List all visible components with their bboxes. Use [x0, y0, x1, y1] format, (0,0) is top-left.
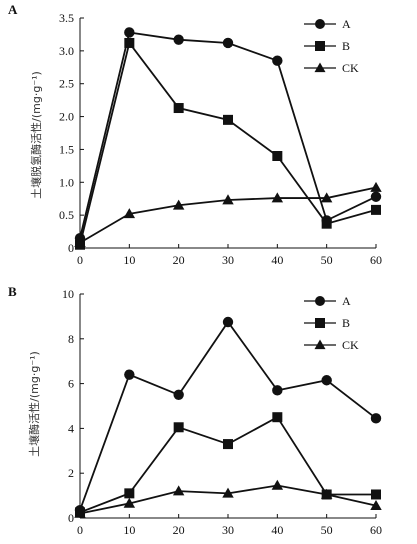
- data-point-a-a: [124, 27, 135, 38]
- data-point-ck-b: [123, 497, 136, 508]
- data-point-b-a: [223, 114, 233, 125]
- data-point-a-b: [321, 375, 332, 386]
- legend-marker-b-b: [315, 318, 325, 328]
- x-tick-label-a: 20: [173, 253, 185, 267]
- legend-marker-b-a: [315, 41, 325, 51]
- legend-label-ck-b: CK: [342, 338, 359, 352]
- data-point-a-a: [222, 37, 234, 49]
- data-point-ck-b: [271, 479, 284, 490]
- data-point-a-b: [222, 316, 234, 328]
- data-point-b-b: [371, 489, 381, 500]
- y-tick-label-a: 3.5: [59, 11, 74, 25]
- data-point-a-b: [272, 385, 283, 396]
- data-point-b-a: [124, 37, 135, 48]
- y-tick-label-b: 2: [68, 466, 74, 480]
- y-tick-label-a: 0: [68, 241, 74, 255]
- x-tick-label-b: 50: [321, 523, 333, 537]
- data-point-ck-a: [123, 208, 136, 219]
- y-tick-label-a: 0.5: [59, 208, 74, 222]
- series-line-b-a: [79, 40, 377, 245]
- data-point-ck-b: [370, 499, 382, 510]
- data-point-ck-b: [222, 487, 234, 498]
- data-point-ck-a: [320, 192, 333, 203]
- data-point-b-b: [124, 488, 135, 499]
- data-point-b-a: [272, 151, 283, 161]
- x-tick-label-a: 0: [77, 253, 83, 267]
- x-tick-label-b: 60: [370, 523, 382, 537]
- y-axis-title-b: 土壤酶活性/(mg·g⁻¹): [27, 351, 41, 457]
- legend-label-ck-a: CK: [342, 61, 359, 75]
- data-point-b-a: [173, 103, 184, 114]
- x-tick-label-b: 30: [222, 523, 234, 537]
- legend-label-a-b: A: [342, 294, 351, 308]
- x-tick-label-a: 60: [370, 253, 382, 267]
- data-point-a-a: [370, 191, 382, 202]
- data-point-ck-b: [74, 507, 86, 518]
- data-point-ck-b: [172, 485, 185, 496]
- y-tick-label-a: 3.0: [59, 44, 74, 58]
- data-point-b-a: [321, 218, 332, 229]
- y-tick-label-a: 2.0: [59, 110, 74, 124]
- data-point-ck-a: [74, 237, 86, 248]
- legend-marker-ck-a: [314, 62, 326, 73]
- data-point-ck-a: [271, 192, 284, 203]
- legend-label-b-b: B: [342, 316, 350, 330]
- data-point-ck-a: [370, 181, 382, 192]
- data-point-ck-b: [320, 488, 333, 499]
- data-point-a-a: [272, 55, 283, 66]
- x-tick-label-b: 40: [271, 523, 283, 537]
- y-tick-label-b: 8: [68, 332, 74, 346]
- x-tick-label-a: 10: [123, 253, 135, 267]
- data-point-b-b: [223, 439, 233, 450]
- panel-label-a: A: [8, 2, 18, 17]
- y-tick-label-a: 1.5: [59, 142, 74, 156]
- data-point-ck-a: [172, 199, 185, 210]
- y-tick-label-b: 4: [68, 421, 74, 435]
- legend-marker-ck-b: [314, 339, 326, 350]
- y-tick-label-b: 0: [68, 511, 74, 525]
- y-tick-label-b: 6: [68, 377, 74, 391]
- data-point-a-b: [124, 369, 135, 380]
- data-point-a-b: [370, 413, 382, 424]
- x-tick-label-a: 50: [321, 253, 333, 267]
- data-point-a-a: [173, 34, 184, 45]
- legend-marker-a-a: [315, 19, 325, 29]
- series-line-a-b: [79, 320, 377, 511]
- data-point-b-b: [173, 422, 184, 433]
- x-tick-label-a: 40: [271, 253, 283, 267]
- y-tick-label-a: 2.5: [59, 77, 74, 91]
- y-tick-label-b: 10: [62, 287, 74, 301]
- y-tick-label-a: 1.0: [59, 175, 74, 189]
- x-tick-label-b: 20: [173, 523, 185, 537]
- panel-label-b: B: [8, 284, 17, 299]
- data-point-ck-a: [222, 194, 234, 205]
- legend-marker-a-b: [315, 296, 325, 306]
- chart-panel-a: A 土壤脱氢酶活性/(mg·g⁻¹) 0 0.5 1.0 1.5 2.0 2.5 3.0 3.…: [8, 2, 382, 267]
- data-point-b-b: [272, 412, 283, 423]
- x-tick-label-b: 0: [77, 523, 83, 537]
- x-tick-label-a: 30: [222, 253, 234, 267]
- x-tick-label-b: 10: [123, 523, 135, 537]
- y-axis-title-a: 土壤脱氢酶活性/(mg·g⁻¹): [29, 71, 43, 199]
- legend-label-a-a: A: [342, 17, 351, 31]
- data-point-a-b: [173, 389, 184, 400]
- data-point-b-a: [371, 204, 381, 215]
- legend-label-b-a: B: [342, 39, 350, 53]
